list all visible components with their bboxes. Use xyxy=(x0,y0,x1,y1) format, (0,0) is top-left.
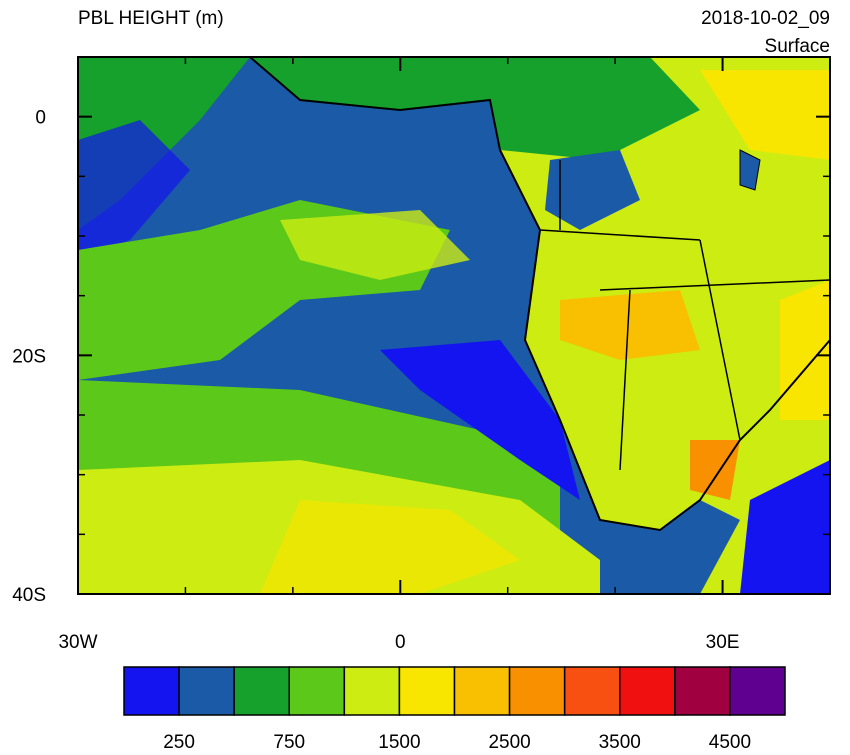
title: PBL HEIGHT (m) xyxy=(78,8,224,29)
level: Surface xyxy=(765,36,830,57)
colorbar-box xyxy=(123,666,180,716)
lat-label: 40S xyxy=(12,585,46,606)
colorbar-box xyxy=(233,666,291,716)
colorbar-box xyxy=(178,666,235,716)
colorbar-box xyxy=(674,666,731,716)
lat-label: 0 xyxy=(35,108,46,129)
colorbar-box xyxy=(398,666,456,716)
pbl-field xyxy=(78,57,830,594)
colorbar-box xyxy=(343,666,401,716)
colorbar-label: 4500 xyxy=(709,732,751,750)
colorbar-box xyxy=(288,666,346,716)
valid-time: 2018-10-02_09 xyxy=(701,8,830,29)
map-frame xyxy=(77,56,831,595)
colorbar-label: 250 xyxy=(163,732,195,750)
colorbar-box xyxy=(729,666,786,716)
lon-label: 30E xyxy=(706,632,740,653)
colorbar-label: 2500 xyxy=(488,732,530,750)
lon-label: 0 xyxy=(395,632,406,653)
colorbar-box xyxy=(453,666,511,716)
colorbar-label: 1500 xyxy=(378,732,420,750)
lat-label: 20S xyxy=(12,346,46,367)
colorbar-box xyxy=(563,666,621,716)
colorbar-label: 3500 xyxy=(599,732,641,750)
colorbar-box xyxy=(508,666,566,716)
colorbar-label: 750 xyxy=(273,732,305,750)
colorbar-box xyxy=(619,666,676,716)
lon-label: 30W xyxy=(58,632,97,653)
